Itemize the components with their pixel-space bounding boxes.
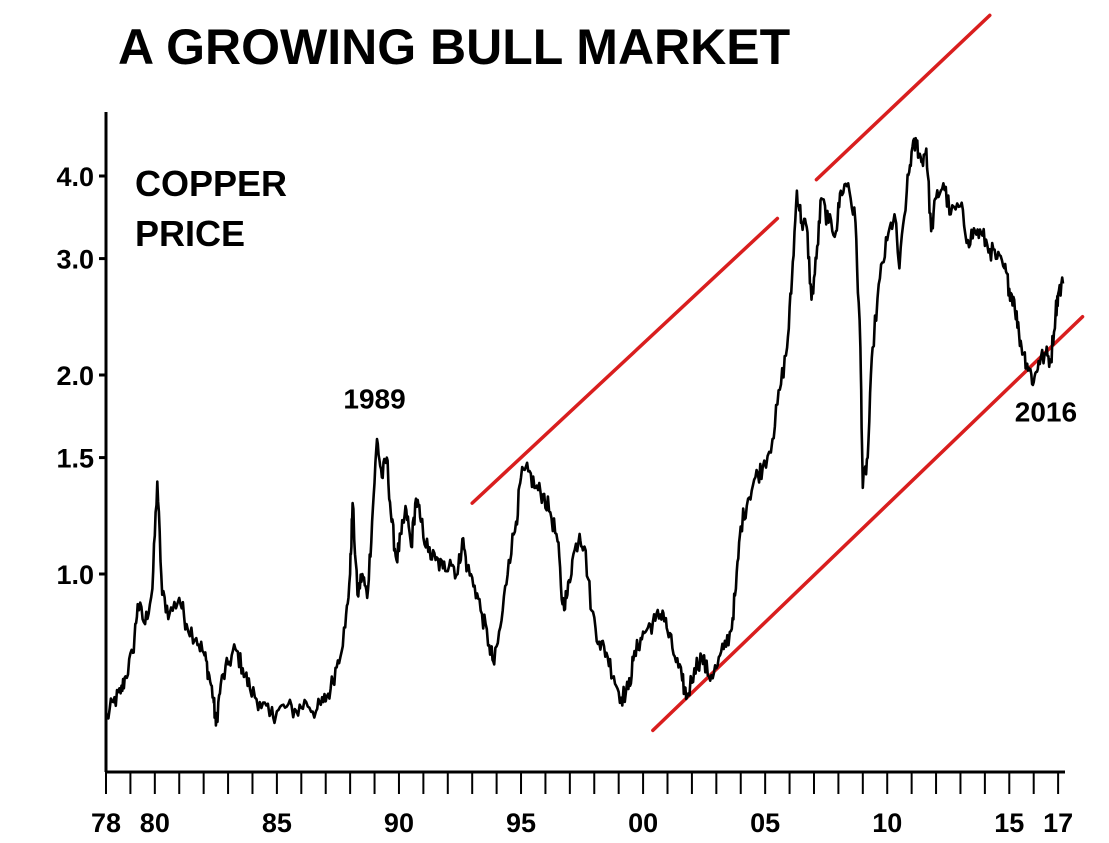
x-tick-label-00: 00 — [628, 808, 658, 838]
x-tick-label-10: 10 — [872, 808, 902, 838]
upper-channel-line-1 — [470, 216, 780, 505]
copper-price-line — [104, 136, 1065, 727]
x-tick-label-78: 78 — [91, 808, 121, 838]
x-tick-label-17: 17 — [1043, 808, 1073, 838]
axes: 1.0 1.5 2.0 3.0 4.0 78 80 85 90 95 00 05 10 15 17 — [56, 112, 1073, 838]
series-layer — [104, 136, 1065, 727]
annotation-2016: 2016 — [1015, 397, 1077, 428]
chart-title: A GROWING BULL MARKET — [118, 19, 790, 75]
x-tick-label-90: 90 — [384, 808, 414, 838]
x-tick-label-95: 95 — [506, 808, 536, 838]
annotations: 1989 2016 — [343, 383, 1077, 427]
y-tick-label-1.5: 1.5 — [56, 444, 94, 474]
x-tick-label-80: 80 — [140, 808, 170, 838]
x-tick-label-85: 85 — [262, 808, 292, 838]
y-tick-label-2.0: 2.0 — [56, 361, 94, 391]
trendlines — [470, 13, 1085, 733]
y-tick-label-3.0: 3.0 — [56, 245, 94, 275]
series-label-line2: PRICE — [135, 213, 245, 254]
annotation-1989: 1989 — [343, 383, 405, 414]
series-label-line1: COPPER — [135, 163, 287, 204]
upper-channel-line-2 — [814, 13, 992, 182]
y-tick-label-4.0: 4.0 — [56, 162, 94, 192]
y-tick-label-1.0: 1.0 — [56, 560, 94, 590]
x-tick-label-05: 05 — [750, 808, 780, 838]
x-tick-label-15: 15 — [994, 808, 1024, 838]
lower-channel-line — [651, 314, 1085, 733]
